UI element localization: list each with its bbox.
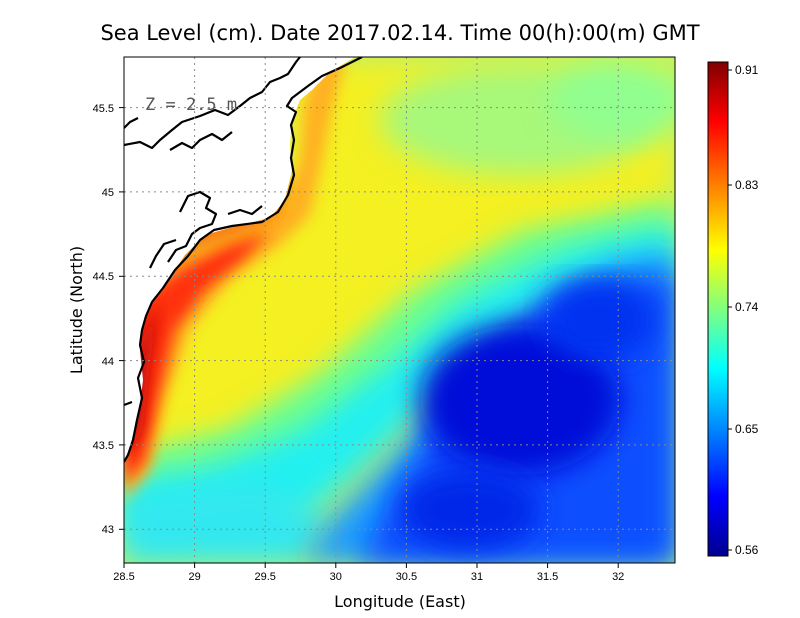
map-title: Sea Level (cm). Date 2017.02.14. Time 00…: [100, 21, 699, 45]
colorbar-tick-label: 0.74: [735, 300, 759, 314]
y-tick-label: 44.5: [93, 271, 114, 283]
x-tick-label: 31.5: [537, 571, 558, 583]
y-axis-tick-labels: 43 43.5 44 44.5 45 45.5: [93, 103, 114, 536]
colorbar: [707, 61, 729, 557]
x-tick-label: 29.5: [254, 571, 275, 583]
colorbar-tick-label: 0.56: [735, 543, 759, 557]
land-area: [124, 57, 355, 460]
x-axis-label: Longitude (East): [334, 592, 466, 611]
y-axis-label: Latitude (North): [67, 246, 86, 374]
x-tick-label: 30: [330, 571, 342, 583]
x-axis-tick-labels: 28.5 29 29.5 30 30.5 31 31.5 32: [113, 571, 624, 583]
depth-label: Z = 2.5 m: [145, 95, 237, 115]
plot-frame: [123, 56, 676, 564]
x-tick-label: 31: [471, 571, 483, 583]
map-grid: [124, 57, 675, 563]
x-tick-label: 28.5: [113, 571, 134, 583]
y-axis-ticks: [119, 107, 124, 530]
colorbar-tick-label: 0.65: [735, 422, 759, 436]
colorbar-tick-label: 0.83: [735, 178, 759, 192]
x-tick-label: 30.5: [396, 571, 417, 583]
y-tick-label: 45.5: [93, 103, 114, 115]
colorbar-ticks: [728, 69, 732, 551]
x-tick-label: 32: [612, 571, 624, 583]
y-tick-label: 45: [102, 187, 114, 199]
y-tick-label: 43.5: [93, 440, 114, 452]
colorbar-tick-labels: 0.56 0.65 0.74 0.83 0.91: [735, 63, 759, 557]
x-axis-ticks: [123, 563, 619, 568]
colorbar-tick-label: 0.91: [735, 63, 759, 77]
y-tick-label: 43: [102, 524, 114, 536]
x-tick-label: 29: [188, 571, 200, 583]
sea-level-field: [124, 57, 675, 563]
y-tick-label: 44: [102, 356, 114, 368]
coastline: [124, 57, 363, 463]
